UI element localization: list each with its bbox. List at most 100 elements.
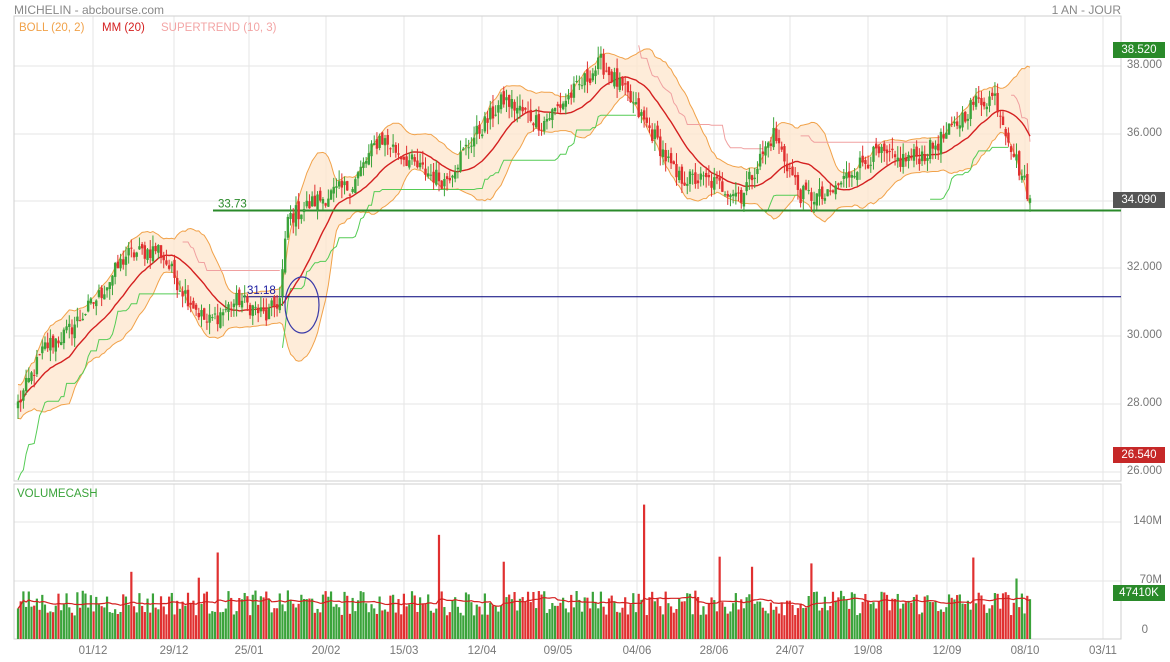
volume-bar [149,612,152,639]
volume-bar [788,600,791,639]
candle-body [100,287,103,299]
candle-body [756,168,759,175]
volume-bar [589,608,592,639]
volume-bar [95,596,98,639]
volume-bar [464,592,468,639]
candle-body [659,136,662,157]
candle-body [510,99,514,109]
volume-bar [947,594,951,639]
volume-bar [875,608,878,639]
volume-bar [950,597,953,639]
volume-bar [664,591,667,639]
candle-body [804,182,808,190]
candle-body [367,153,371,165]
candle-body [19,399,22,403]
volume-bar [248,615,252,639]
candle-body [310,196,314,207]
volume-bar [130,571,133,639]
volume-bar [985,612,988,639]
volume-bar [451,600,454,639]
y-tick-label: 36.000 [1126,127,1162,139]
candle-body [273,296,276,307]
volume-bar [162,606,165,639]
volume-bar [767,613,770,639]
volume-bar [1007,594,1010,639]
volume-bar [311,598,314,639]
volume-bar [413,595,416,639]
candle-body [216,315,219,325]
candle-body [691,173,694,175]
candle-body [955,121,959,126]
candle-body [22,390,25,401]
volume-bar [243,592,246,639]
period-label[interactable]: 1 AN - JOUR [1051,3,1121,17]
volume-bar [802,608,805,639]
candle-body [704,172,708,178]
volume-bar [138,593,141,639]
volume-bar [974,603,978,639]
volume-bar [254,590,257,639]
volume-bar [761,607,764,639]
candle-body [648,125,651,129]
candle-body [389,148,392,150]
candle-body [192,300,195,309]
volume-bar [656,598,659,639]
candle-body [140,244,144,249]
volume-bar [675,609,678,639]
candle-body [356,172,360,179]
x-tick-label: 08/10 [1010,645,1040,657]
candle-body [95,300,98,307]
legend-supertrend[interactable]: SUPERTREND (10, 3) [161,22,277,34]
x-tick-label: 09/05 [543,645,573,657]
candle-body [194,304,198,310]
candle-body [794,174,797,178]
candle-body [559,104,562,108]
candle-body [103,294,106,300]
volume-bar [869,604,872,639]
candle-body [362,162,365,168]
volume-bar [362,592,365,639]
candle-body [837,183,840,186]
volume-bar [313,612,316,639]
candle-body [540,129,543,131]
volume-bar [626,614,629,639]
legend-boll[interactable]: BOLL (20, 2) [19,22,85,34]
legend-mm[interactable]: MM (20) [102,22,145,34]
candle-body [996,92,999,113]
volume-bar [980,595,983,639]
volume-bar [818,610,821,639]
volume-bar [599,591,603,639]
candle-body [726,194,729,197]
candle-body [945,132,948,139]
x-tick-label: 04/06 [622,645,652,657]
candle-body [953,121,956,124]
candle-body [745,182,748,192]
candle-body [502,91,505,105]
candle-body [634,102,638,105]
candle-body [49,337,52,351]
candle-body [424,168,427,175]
volume-bar [956,595,959,639]
volume-bar [154,607,157,639]
volume-bar [866,600,870,639]
volume-bar [151,593,155,639]
candle-body [534,115,538,128]
candle-body [167,265,171,269]
volume-bar [383,609,387,639]
volume-bar [637,593,640,639]
candle-body [59,342,63,345]
volume-bar [57,593,60,639]
candle-body [475,125,478,135]
candle-body [483,116,487,132]
candle-body [758,153,762,167]
candle-body [526,111,530,113]
volume-bar [734,593,737,639]
volume-bar [529,602,532,639]
candle-body [667,156,670,158]
candle-body [402,156,406,160]
volume-bar [915,594,918,639]
candle-body [324,203,327,206]
candle-body [165,260,168,265]
candle-body [1020,176,1024,180]
volume-bar [73,615,76,639]
